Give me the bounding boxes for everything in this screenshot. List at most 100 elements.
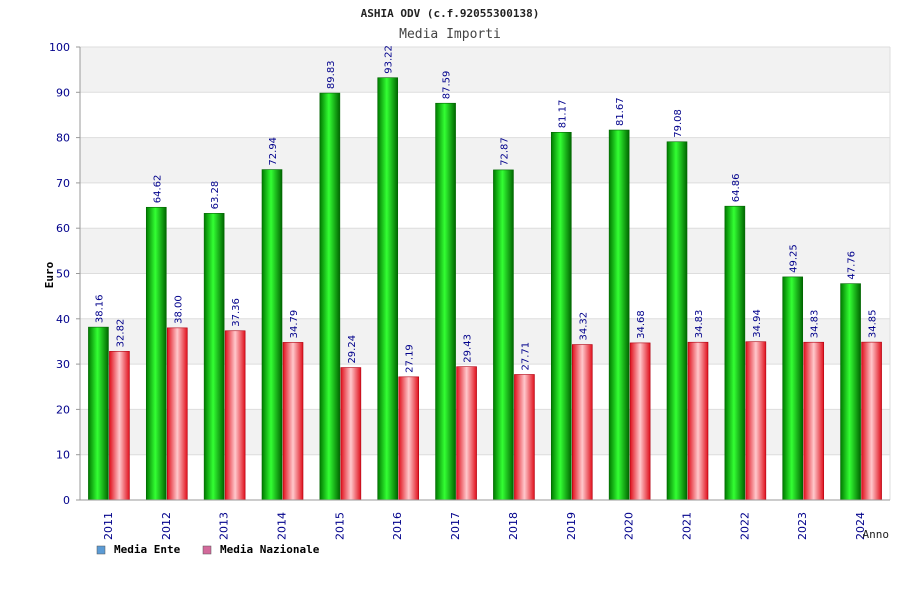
bar-media-ente bbox=[145, 206, 167, 501]
bar-media-ente bbox=[666, 141, 688, 501]
y-tick-label: 40 bbox=[56, 313, 70, 326]
bar-value-label: 64.86 bbox=[731, 174, 742, 203]
bar-media-nazionale bbox=[340, 367, 362, 501]
bar-value-label: 34.85 bbox=[868, 309, 879, 338]
bar-value-label: 89.83 bbox=[326, 60, 337, 89]
bar-value-label: 81.67 bbox=[615, 97, 626, 126]
y-tick-label: 10 bbox=[56, 449, 70, 462]
x-tick-label: 2024 bbox=[854, 512, 867, 540]
y-axis: 0 10 20 30 40 50 60 70 80 90 100 bbox=[49, 41, 81, 507]
bar-value-label: 38.00 bbox=[173, 295, 184, 324]
bar-media-ente bbox=[261, 169, 283, 501]
grid-band bbox=[80, 409, 890, 455]
bar-value-label: 72.94 bbox=[268, 137, 279, 166]
x-tick-label: 2022 bbox=[738, 512, 751, 540]
bar-value-label: 37.36 bbox=[231, 298, 242, 327]
bar-media-ente bbox=[840, 283, 861, 501]
bar-value-label: 47.76 bbox=[847, 251, 858, 280]
legend-label-media-ente: Media Ente bbox=[114, 543, 181, 556]
x-axis-label: Anno bbox=[863, 528, 890, 541]
bar-media-ente bbox=[88, 326, 109, 501]
bar-media-nazionale bbox=[398, 376, 420, 501]
x-tick-label: 2016 bbox=[391, 512, 404, 540]
bars-group bbox=[88, 77, 882, 501]
x-tick-label: 2019 bbox=[565, 512, 578, 540]
bar-media-nazionale bbox=[571, 344, 593, 501]
bar-media-ente bbox=[377, 77, 399, 501]
x-tick-label: 2018 bbox=[507, 512, 520, 540]
bar-value-label: 34.32 bbox=[578, 312, 589, 341]
x-tick-label: 2020 bbox=[623, 512, 636, 540]
chart-title: ASHIA ODV (c.f.92055300138) bbox=[361, 7, 540, 20]
bar-value-label: 64.62 bbox=[152, 175, 163, 204]
bar-value-label: 63.28 bbox=[210, 181, 221, 210]
y-tick-label: 20 bbox=[56, 403, 70, 416]
bar-value-label: 87.59 bbox=[442, 71, 453, 100]
legend-swatch-media-ente bbox=[96, 545, 106, 555]
bar-media-ente bbox=[319, 92, 341, 501]
bar-media-nazionale bbox=[687, 341, 709, 501]
bar-media-nazionale bbox=[109, 351, 130, 501]
y-tick-label: 100 bbox=[49, 41, 70, 54]
y-tick-label: 80 bbox=[56, 132, 70, 145]
bar-media-nazionale bbox=[224, 330, 246, 501]
x-tick-label: 2011 bbox=[102, 512, 115, 540]
grid-band bbox=[80, 137, 890, 183]
grid-band bbox=[80, 318, 890, 365]
bar-media-ente bbox=[203, 213, 225, 501]
bar-value-label: 79.08 bbox=[673, 109, 684, 138]
bar-media-ente bbox=[550, 131, 572, 501]
chart-subtitle: Media Importi bbox=[399, 27, 501, 42]
bar-value-label: 29.43 bbox=[463, 334, 474, 363]
bar-media-nazionale bbox=[629, 342, 651, 501]
bar-media-nazionale bbox=[166, 327, 188, 501]
legend-swatch-media-nazionale bbox=[202, 545, 212, 555]
bar-media-nazionale bbox=[456, 366, 477, 501]
bar-value-label: 32.82 bbox=[115, 319, 126, 348]
bar-value-label: 34.79 bbox=[289, 310, 300, 339]
y-tick-label: 70 bbox=[56, 177, 70, 190]
grid-band bbox=[80, 228, 890, 274]
bar-value-label: 34.83 bbox=[694, 310, 705, 339]
bar-media-ente bbox=[493, 169, 514, 501]
x-tick-label: 2014 bbox=[276, 512, 289, 540]
y-tick-label: 0 bbox=[63, 494, 70, 507]
bar-media-nazionale bbox=[514, 374, 535, 501]
bar-media-ente bbox=[435, 102, 456, 501]
x-tick-label: 2013 bbox=[218, 512, 231, 540]
bar-media-nazionale bbox=[745, 341, 767, 501]
bar-media-nazionale bbox=[861, 341, 882, 501]
x-tick-label: 2017 bbox=[449, 512, 462, 540]
bar-value-label: 27.71 bbox=[520, 342, 531, 371]
x-tick-label: 2023 bbox=[796, 512, 809, 540]
x-axis: 2011 2012 2013 2014 2015 2016 2017 2018 2019 2020… bbox=[80, 499, 890, 540]
bar-value-label: 49.25 bbox=[789, 244, 800, 273]
legend-label-media-nazionale: Media Nazionale bbox=[220, 543, 320, 556]
y-tick-label: 60 bbox=[56, 222, 70, 235]
bar-value-label: 81.17 bbox=[557, 100, 568, 129]
bar-value-label: 34.68 bbox=[636, 310, 647, 339]
bar-media-ente bbox=[608, 129, 630, 501]
bar-labels-group: 38.16 32.82 64.62 38.00 63.28 37.36 72.94 34.79… bbox=[94, 45, 878, 373]
bar-value-label: 34.83 bbox=[810, 310, 821, 339]
bar-value-label: 34.94 bbox=[752, 309, 763, 338]
bar-media-nazionale bbox=[282, 342, 304, 501]
bar-value-label: 72.87 bbox=[499, 137, 510, 166]
legend: Media Ente Media Nazionale bbox=[96, 543, 320, 556]
bar-value-label: 38.16 bbox=[94, 294, 105, 323]
grid-band bbox=[80, 47, 890, 93]
y-tick-label: 30 bbox=[56, 358, 70, 371]
bar-media-ente bbox=[782, 276, 804, 501]
bar-media-ente bbox=[724, 205, 746, 501]
x-tick-label: 2021 bbox=[681, 512, 694, 540]
bar-value-label: 27.19 bbox=[405, 344, 416, 373]
bar-value-label: 29.24 bbox=[347, 335, 358, 364]
y-tick-label: 90 bbox=[56, 86, 70, 99]
x-tick-label: 2012 bbox=[160, 512, 173, 540]
bar-value-label: 93.22 bbox=[384, 45, 395, 74]
y-tick-label: 50 bbox=[56, 268, 70, 281]
y-axis-label: Euro bbox=[43, 261, 56, 288]
x-tick-label: 2015 bbox=[333, 512, 346, 540]
bar-media-nazionale bbox=[803, 341, 825, 501]
